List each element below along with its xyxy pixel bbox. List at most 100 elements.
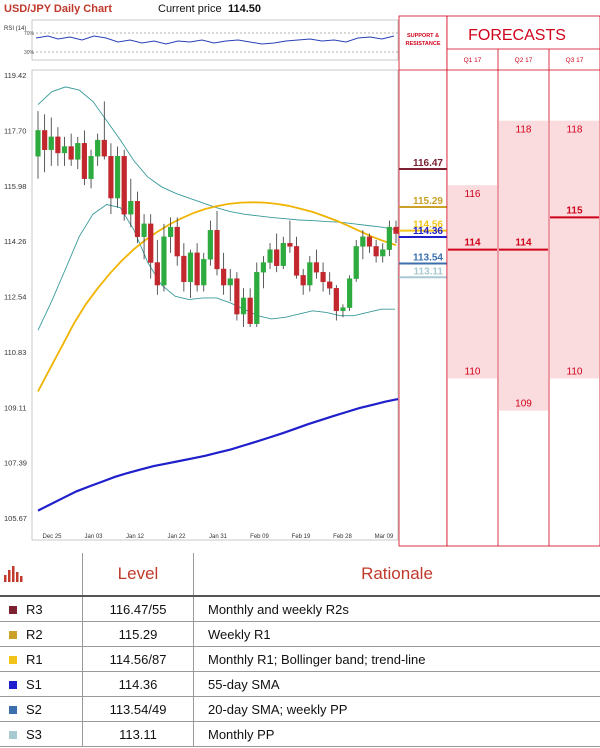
- level-value: 113.11: [82, 721, 194, 747]
- y-axis: 119.42 117.70 115.98 114.26 112.54 110.83 109.…: [4, 71, 27, 523]
- forecast-range: [550, 120, 599, 379]
- level-swatch: [0, 621, 26, 647]
- candle-body: [187, 252, 194, 283]
- forecast-range: [448, 185, 497, 379]
- x-tick-label: Feb 09: [250, 534, 269, 540]
- candle-body: [247, 297, 253, 324]
- level-swatch: [0, 696, 26, 722]
- sma55-line: [37, 398, 399, 512]
- level-swatch: [0, 646, 26, 672]
- x-tick-label: Dec 25: [42, 534, 62, 540]
- header-blank: [26, 553, 83, 597]
- candle-body: [360, 236, 366, 247]
- candle-body: [320, 271, 326, 283]
- level-name: R3: [26, 596, 83, 622]
- candle-body: [207, 230, 213, 260]
- y-tick-label: 110.83: [4, 348, 26, 357]
- level-name: R1: [26, 646, 83, 672]
- level-rationale: Monthly and weekly R2s: [193, 596, 600, 622]
- candle-body: [373, 246, 379, 257]
- table-row: S1 114.36 55-day SMA: [0, 671, 600, 697]
- level-value: 114.36: [82, 671, 194, 697]
- y-tick-label: 115.98: [4, 182, 26, 191]
- y-tick-label: 105.67: [4, 514, 27, 523]
- bar-chart-icon: [0, 553, 26, 597]
- rsi-label: RSI (14): [4, 26, 26, 32]
- candle-body: [42, 130, 48, 150]
- forecast-high: 116: [465, 189, 481, 200]
- candle-body: [167, 226, 174, 237]
- color-swatch-icon: [9, 630, 17, 639]
- sma20-line: [37, 201, 397, 392]
- candle-body: [81, 143, 88, 179]
- candle-body: [240, 297, 247, 315]
- candle-body: [95, 139, 101, 157]
- sr-panel: SUPPORT & RESISTANCE 116.47115.29114.561…: [398, 15, 448, 547]
- forecast-high: 118: [567, 125, 583, 136]
- chart-title: USD/JPY Daily Chart: [4, 3, 112, 15]
- level-value: 113.54/49: [82, 696, 194, 722]
- sr-label-r3: 116.47: [413, 158, 443, 169]
- candle-body: [313, 262, 320, 273]
- candle-body: [55, 136, 61, 154]
- candle-body: [280, 242, 286, 266]
- forecast-quarter: Q3 17: [566, 57, 584, 64]
- forecast-mid: 114: [464, 238, 481, 249]
- candle-body: [340, 307, 346, 312]
- candle-body: [35, 130, 41, 157]
- level-swatch: [0, 671, 26, 697]
- forecast-quarter: Q2 17: [515, 57, 533, 64]
- candlesticks: [35, 101, 399, 327]
- candle-body: [327, 281, 333, 289]
- candle-body: [293, 246, 300, 276]
- header-level: Level: [82, 553, 194, 597]
- level-value: 116.47/55: [82, 596, 194, 622]
- candle-body: [194, 252, 200, 286]
- candle-body: [254, 271, 260, 324]
- usdjpy-chart: USD/JPY Daily Chart Current price 114.50…: [4, 3, 600, 547]
- candle-body: [148, 223, 154, 263]
- candle-body: [260, 262, 267, 273]
- x-tick-label: Feb 19: [292, 534, 311, 540]
- forecast-low: 110: [567, 366, 583, 377]
- level-swatch: [0, 721, 26, 747]
- forecast-mid: 114: [515, 238, 532, 249]
- sr-label-s3: 113.11: [414, 266, 444, 277]
- candle-body: [287, 242, 293, 247]
- candle-body: [161, 236, 167, 286]
- header-rationale: Rationale: [193, 553, 600, 597]
- candle-body: [68, 146, 74, 160]
- candle-body: [267, 249, 273, 263]
- levels-table: Level Rationale R3 116.47/55 Monthly and w…: [0, 553, 600, 747]
- levels-table-header: Level Rationale: [0, 553, 600, 597]
- candle-body: [134, 201, 141, 237]
- x-tick-label: Jan 12: [126, 534, 145, 540]
- candle-body: [61, 146, 68, 154]
- candle-body: [154, 262, 160, 286]
- y-tick-label: 117.70: [4, 126, 26, 135]
- y-tick-label: 119.42: [4, 71, 26, 80]
- candle-body: [181, 255, 187, 283]
- level-rationale: Monthly R1; Bollinger band; trend-line: [193, 646, 600, 672]
- rsi-panel: RSI (14) 70% 30%: [4, 19, 399, 61]
- forecast-low: 109: [515, 399, 532, 410]
- table-row: S2 113.54/49 20-day SMA; weekly PP: [0, 696, 600, 722]
- table-row: R2 115.29 Weekly R1: [0, 621, 600, 647]
- level-rationale: 20-day SMA; weekly PP: [193, 696, 600, 722]
- level-swatch: [0, 596, 26, 622]
- sma20-line-path: [37, 201, 397, 392]
- current-price-value: 114.50: [228, 3, 261, 15]
- candle-body: [307, 262, 313, 286]
- forecasts-title: FORECASTS: [468, 27, 566, 44]
- candle-body: [114, 155, 121, 199]
- color-swatch-icon: [9, 730, 17, 739]
- candle-body: [48, 136, 54, 150]
- candle-body: [333, 288, 339, 312]
- candle-body: [214, 230, 220, 270]
- table-row: R1 114.56/87 Monthly R1; Bollinger band; t…: [0, 646, 600, 672]
- sma55-line-path: [37, 398, 399, 512]
- level-name: S3: [26, 721, 83, 747]
- forecast-mid: 115: [566, 205, 583, 216]
- color-swatch-icon: [9, 680, 17, 689]
- candle-body: [101, 139, 107, 157]
